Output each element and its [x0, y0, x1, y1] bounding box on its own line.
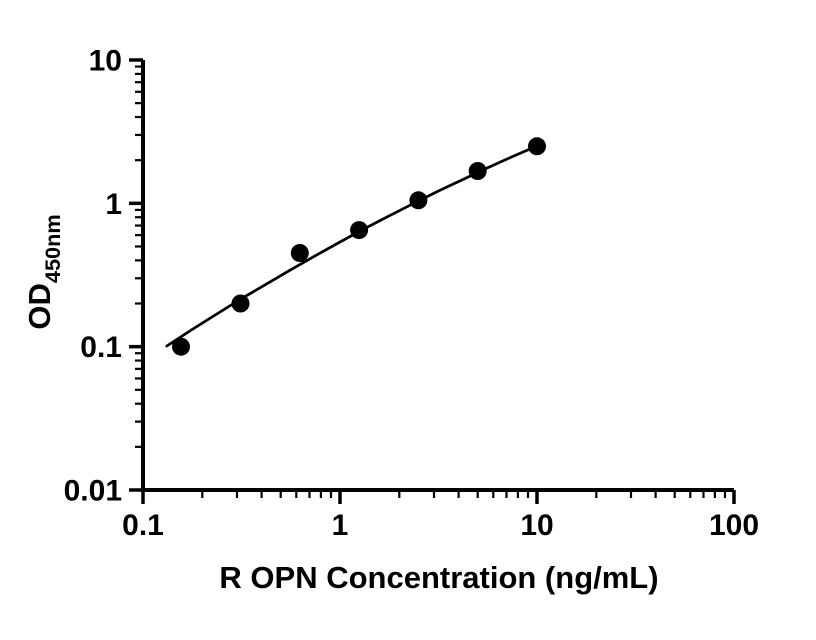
data-point [468, 162, 487, 180]
y-axis-label-main: OD [22, 283, 57, 330]
x-tick-label: 1 [332, 509, 349, 542]
data-point [172, 337, 190, 356]
x-tick-label: 0.1 [122, 509, 164, 542]
data-point [231, 294, 250, 313]
x-tick-label: 10 [520, 509, 553, 542]
y-tick-label: 0.01 [64, 475, 122, 508]
x-axis-minor-ticks [201, 490, 727, 498]
y-axis-label: OD450nm [22, 214, 65, 330]
data-point [409, 191, 428, 210]
x-axis-label: R OPN Concentration (ng/mL) [219, 560, 659, 595]
x-axis-major-ticks [141, 490, 736, 504]
axis-lines [141, 60, 734, 492]
y-axis-label-sub: 450nm [39, 214, 65, 284]
data-point [290, 244, 309, 262]
y-axis-minor-ticks [135, 65, 143, 448]
y-tick-label: 0.1 [80, 331, 122, 364]
y-tick-label: 1 [105, 188, 122, 221]
y-axis-tick-labels: 0.01 0.1 1 10 [64, 45, 122, 508]
data-points-group [172, 137, 546, 356]
y-axis-major-ticks [129, 58, 143, 492]
y-tick-label: 10 [89, 45, 122, 78]
x-axis-tick-labels: 0.1 1 10 100 [122, 509, 759, 542]
x-tick-label: 100 [709, 509, 759, 542]
axis-spine [141, 60, 734, 492]
data-point [528, 137, 546, 156]
data-point [350, 221, 369, 240]
